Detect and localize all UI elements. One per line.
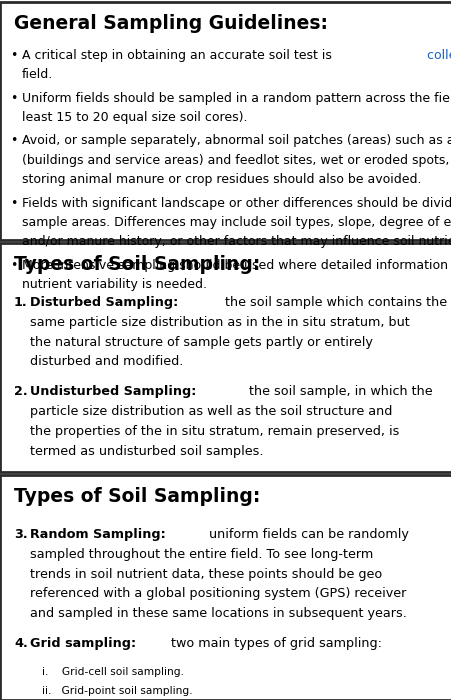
- Text: 3.: 3.: [14, 528, 28, 540]
- Text: the properties of the in situ stratum, remain preserved, is: the properties of the in situ stratum, r…: [30, 425, 399, 438]
- Text: Random Sampling:: Random Sampling:: [30, 528, 166, 540]
- Text: i.    Grid-cell soil sampling.: i. Grid-cell soil sampling.: [42, 667, 184, 677]
- Text: •: •: [10, 259, 17, 272]
- Text: sampled throughout the entire field. To see long-term: sampled throughout the entire field. To …: [30, 547, 373, 561]
- Text: the soil sample, in which the: the soil sample, in which the: [244, 386, 431, 398]
- Text: and/or manure history, or other factors that may influence soil nutrient levels.: and/or manure history, or other factors …: [22, 235, 451, 248]
- Text: Undisturbed Sampling:: Undisturbed Sampling:: [30, 386, 196, 398]
- Text: collecting representative samples: collecting representative samples: [426, 49, 451, 62]
- Text: sample areas. Differences may include soil types, slope, degree of erosion, drai: sample areas. Differences may include so…: [22, 216, 451, 229]
- Text: referenced with a global positioning system (GPS) receiver: referenced with a global positioning sys…: [30, 587, 405, 601]
- Text: two main types of grid sampling:: two main types of grid sampling:: [166, 637, 381, 650]
- Text: •: •: [10, 92, 17, 104]
- Text: General Sampling Guidelines:: General Sampling Guidelines:: [14, 14, 327, 33]
- Text: More intensive sampling should be used where detailed information about within f: More intensive sampling should be used w…: [22, 259, 451, 272]
- Text: Grid sampling:: Grid sampling:: [30, 637, 136, 650]
- Text: Disturbed Sampling:: Disturbed Sampling:: [30, 295, 178, 309]
- FancyBboxPatch shape: [0, 475, 451, 700]
- Text: Types of Soil Sampling:: Types of Soil Sampling:: [14, 255, 260, 274]
- Text: storing animal manure or crop residues should also be avoided.: storing animal manure or crop residues s…: [22, 173, 421, 186]
- Text: 2.: 2.: [14, 386, 28, 398]
- Text: the natural structure of sample gets partly or entirely: the natural structure of sample gets par…: [30, 335, 372, 349]
- Text: •: •: [10, 134, 17, 147]
- Text: the soil sample which contains the: the soil sample which contains the: [221, 295, 446, 309]
- Text: particle size distribution as well as the soil structure and: particle size distribution as well as th…: [30, 405, 391, 419]
- Text: nutrient variability is needed.: nutrient variability is needed.: [22, 278, 207, 291]
- FancyBboxPatch shape: [0, 2, 451, 240]
- Text: •: •: [10, 197, 17, 209]
- Text: Types of Soil Sampling:: Types of Soil Sampling:: [14, 487, 260, 506]
- Text: least 15 to 20 equal size soil cores).: least 15 to 20 equal size soil cores).: [22, 111, 247, 124]
- Text: and sampled in these same locations in subsequent years.: and sampled in these same locations in s…: [30, 608, 406, 620]
- Text: field.: field.: [22, 68, 53, 81]
- Text: termed as undisturbed soil samples.: termed as undisturbed soil samples.: [30, 445, 263, 458]
- FancyBboxPatch shape: [0, 243, 451, 472]
- Text: Avoid, or sample separately, abnormal soil patches (areas) such as abandoned far: Avoid, or sample separately, abnormal so…: [22, 134, 451, 147]
- Text: ii.   Grid-point soil sampling.: ii. Grid-point soil sampling.: [42, 686, 192, 696]
- Text: (buildings and service areas) and feedlot sites, wet or eroded spots, etc. Areas: (buildings and service areas) and feedlo…: [22, 154, 451, 167]
- Text: 1.: 1.: [14, 295, 28, 309]
- Text: Uniform fields should be sampled in a random pattern across the field (by collec: Uniform fields should be sampled in a ra…: [22, 92, 451, 104]
- Text: Fields with significant landscape or other differences should be divided into se: Fields with significant landscape or oth…: [22, 197, 451, 209]
- Text: same particle size distribution as in the in situ stratum, but: same particle size distribution as in th…: [30, 316, 409, 328]
- Text: disturbed and modified.: disturbed and modified.: [30, 356, 183, 368]
- Text: A critical step in obtaining an accurate soil test is: A critical step in obtaining an accurate…: [22, 49, 335, 62]
- Text: uniform fields can be randomly: uniform fields can be randomly: [205, 528, 408, 540]
- Text: trends in soil nutrient data, these points should be geo: trends in soil nutrient data, these poin…: [30, 568, 382, 580]
- Text: •: •: [10, 49, 17, 62]
- Text: 4.: 4.: [14, 637, 28, 650]
